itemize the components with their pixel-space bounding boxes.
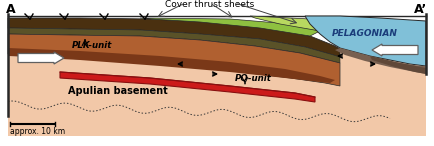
FancyArrow shape [18, 52, 64, 64]
Text: approx. 10 km: approx. 10 km [10, 127, 65, 136]
Polygon shape [250, 16, 370, 38]
Text: Cover thrust sheets: Cover thrust sheets [165, 0, 255, 9]
Polygon shape [60, 72, 315, 102]
Polygon shape [8, 46, 426, 136]
Polygon shape [8, 28, 340, 63]
Polygon shape [8, 34, 340, 86]
FancyArrow shape [372, 44, 418, 56]
Polygon shape [335, 48, 426, 74]
Text: A: A [6, 3, 16, 16]
Text: PLK-unit: PLK-unit [72, 41, 112, 51]
Polygon shape [370, 56, 426, 74]
Polygon shape [140, 18, 320, 36]
Polygon shape [8, 48, 335, 83]
Polygon shape [8, 18, 340, 57]
Text: Apulian basement: Apulian basement [68, 86, 168, 96]
Text: A’: A’ [414, 3, 427, 16]
Polygon shape [305, 16, 426, 66]
Text: PELAGONIAN: PELAGONIAN [332, 29, 398, 39]
Text: PQ-unit: PQ-unit [235, 74, 272, 84]
